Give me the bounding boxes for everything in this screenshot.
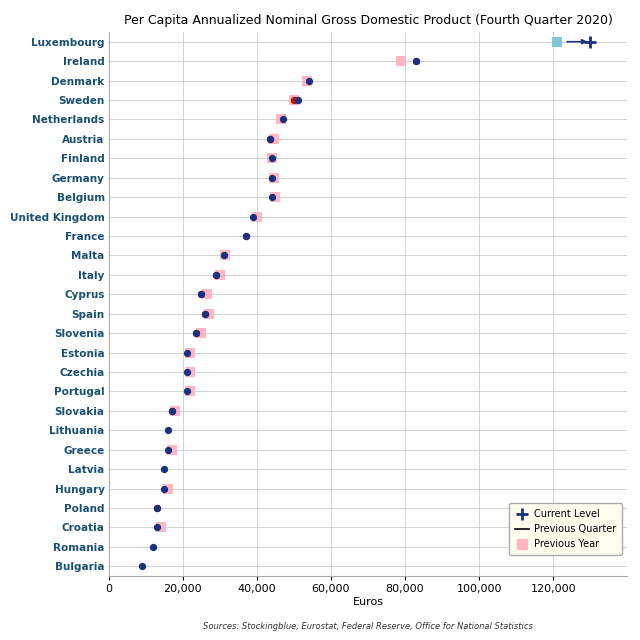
Point: [289, 95, 299, 105]
Point: [268, 134, 278, 144]
Point: [191, 328, 201, 339]
Point: [152, 522, 162, 532]
Point: [196, 289, 207, 300]
Point: [218, 250, 228, 260]
Point: [163, 445, 173, 455]
Point: [196, 289, 207, 300]
Point: [185, 387, 195, 397]
Point: [268, 173, 278, 183]
Title: Per Capita Annualized Nominal Gross Domestic Product (Fourth Quarter 2020): Per Capita Annualized Nominal Gross Dome…: [124, 13, 612, 27]
Point: [241, 231, 251, 241]
Point: [156, 522, 166, 532]
Point: [152, 503, 162, 513]
Point: [196, 328, 207, 339]
Point: [191, 328, 201, 339]
Point: [148, 541, 158, 552]
Point: [278, 115, 288, 125]
Point: [185, 348, 195, 358]
Point: [585, 36, 595, 47]
Point: [159, 483, 170, 493]
Point: [267, 153, 277, 163]
Point: [252, 211, 262, 221]
Point: [552, 36, 562, 47]
Point: [248, 211, 259, 221]
Point: [137, 561, 147, 572]
Point: [182, 387, 192, 397]
Point: [163, 483, 173, 493]
Point: [552, 36, 562, 47]
Point: [267, 192, 277, 202]
Point: [166, 406, 177, 416]
Point: [166, 406, 177, 416]
Point: [200, 308, 210, 319]
Point: [163, 425, 173, 435]
Point: [276, 115, 286, 125]
Point: [265, 134, 275, 144]
Point: [170, 406, 180, 416]
Point: [289, 95, 299, 105]
Point: [204, 308, 214, 319]
Point: [152, 503, 162, 513]
Text: Sources: Stockingblue, Eurostat, Federal Reserve, Office for National Statistics: Sources: Stockingblue, Eurostat, Federal…: [203, 622, 533, 631]
Point: [411, 56, 421, 67]
Point: [292, 95, 303, 105]
Point: [200, 308, 210, 319]
Point: [182, 367, 192, 377]
Point: [159, 464, 170, 474]
Point: [411, 56, 421, 67]
Point: [267, 153, 277, 163]
Point: [302, 76, 312, 86]
Point: [265, 134, 275, 144]
Point: [202, 289, 212, 300]
Point: [211, 269, 221, 280]
Point: [215, 269, 225, 280]
Point: [220, 250, 230, 260]
Point: [396, 56, 406, 67]
X-axis label: Euros: Euros: [353, 597, 383, 607]
Point: [211, 269, 221, 280]
Point: [267, 173, 277, 183]
Point: [185, 367, 195, 377]
Legend: Current Level, Previous Quarter, Previous Year: Current Level, Previous Quarter, Previou…: [509, 504, 622, 555]
Point: [182, 348, 192, 358]
Point: [166, 445, 177, 455]
Point: [241, 231, 251, 241]
Point: [270, 192, 280, 202]
Point: [303, 76, 314, 86]
